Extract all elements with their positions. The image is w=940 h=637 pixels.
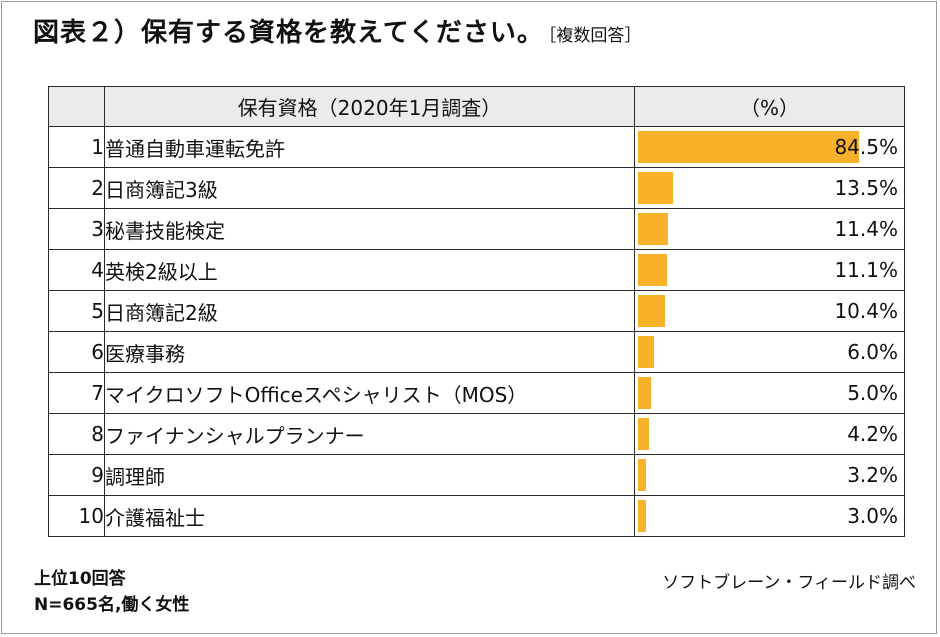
footer-notes: 上位10回答 N=665名,働く女性 (34, 566, 189, 618)
rank-label: 5 (48, 290, 105, 332)
value-cell: 5.0% (634, 372, 905, 414)
bar (638, 172, 674, 204)
category-label: 英検2級以上 (104, 249, 635, 291)
table-row: 2 日商簿記3級 13.5% (48, 167, 905, 209)
data-label: 84.5% (834, 135, 898, 159)
bar (638, 254, 668, 286)
table-row: 7 マイクロソフトOfficeスペシャリスト（MOS） 5.0% (48, 372, 905, 414)
title-text: 図表２）保有する資格を教えてください。 (33, 18, 544, 48)
data-label: 3.2% (847, 463, 898, 487)
data-label: 10.4% (834, 299, 898, 323)
table-row: 8 ファイナンシャルプランナー 4.2% (48, 413, 905, 455)
value-cell: 84.5% (634, 126, 905, 168)
bar (638, 459, 647, 491)
table-body: 1 普通自動車運転免許 84.5% 2 日商簿記3級 13.5% 3 秘書技能検定 11.4% 4… (48, 126, 905, 537)
rank-label: 6 (48, 331, 105, 373)
bar (638, 131, 860, 163)
category-label: 調理師 (104, 454, 635, 496)
category-label: 医療事務 (104, 331, 635, 373)
data-label: 11.4% (834, 217, 898, 241)
data-label: 11.1% (834, 258, 898, 282)
rank-label: 10 (48, 495, 105, 537)
rank-header (48, 86, 105, 127)
chart-title: 図表２）保有する資格を教えてください。 ［複数回答］ (33, 12, 641, 49)
category-label: 介護福祉士 (104, 495, 635, 537)
table-row: 9 調理師 3.2% (48, 454, 905, 496)
name-header: 保有資格（2020年1月調査） (104, 86, 635, 127)
rank-label: 8 (48, 413, 105, 455)
category-label: 普通自動車運転免許 (104, 126, 635, 168)
category-label: ファイナンシャルプランナー (104, 413, 635, 455)
category-label: 秘書技能検定 (104, 208, 635, 250)
value-cell: 3.0% (634, 495, 905, 537)
rank-label: 4 (48, 249, 105, 291)
bar (638, 336, 654, 368)
table-row: 4 英検2級以上 11.1% (48, 249, 905, 291)
value-cell: 11.4% (634, 208, 905, 250)
footer-note-top: 上位10回答 (34, 569, 126, 589)
value-cell: 10.4% (634, 290, 905, 332)
table-row: 1 普通自動車運転免許 84.5% (48, 126, 905, 168)
header-row: 保有資格（2020年1月調査） （%） (48, 86, 905, 127)
table-row: 5 日商簿記2級 10.4% (48, 290, 905, 332)
value-cell: 3.2% (634, 454, 905, 496)
category-label: 日商簿記2級 (104, 290, 635, 332)
category-label: 日商簿記3級 (104, 167, 635, 209)
value-cell: 4.2% (634, 413, 905, 455)
data-label: 5.0% (847, 381, 898, 405)
table-row: 10 介護福祉士 3.0% (48, 495, 905, 537)
bar (638, 295, 666, 327)
rank-label: 9 (48, 454, 105, 496)
rank-label: 3 (48, 208, 105, 250)
rank-label: 2 (48, 167, 105, 209)
source-credit: ソフトブレーン・フィールド調べ (662, 573, 916, 593)
table-row: 6 医療事務 6.0% (48, 331, 905, 373)
rank-label: 7 (48, 372, 105, 414)
data-label: 6.0% (847, 340, 898, 364)
value-cell: 6.0% (634, 331, 905, 373)
value-header: （%） (634, 86, 905, 127)
data-label: 13.5% (834, 176, 898, 200)
category-label: マイクロソフトOfficeスペシャリスト（MOS） (104, 372, 635, 414)
bar (638, 377, 652, 409)
value-cell: 13.5% (634, 167, 905, 209)
bar (638, 213, 668, 245)
title-note: ［複数回答］ (547, 26, 642, 46)
table-row: 3 秘書技能検定 11.4% (48, 208, 905, 250)
bar (638, 418, 649, 450)
bar (638, 500, 646, 532)
data-label: 3.0% (847, 504, 898, 528)
value-cell: 11.1% (634, 249, 905, 291)
data-label: 4.2% (847, 422, 898, 446)
qualification-table: 保有資格（2020年1月調査） （%） 1 普通自動車運転免許 84.5% 2 日商簿記… (48, 86, 905, 537)
footer-note-sample: N=665名,働く女性 (34, 595, 190, 615)
rank-label: 1 (48, 126, 105, 168)
